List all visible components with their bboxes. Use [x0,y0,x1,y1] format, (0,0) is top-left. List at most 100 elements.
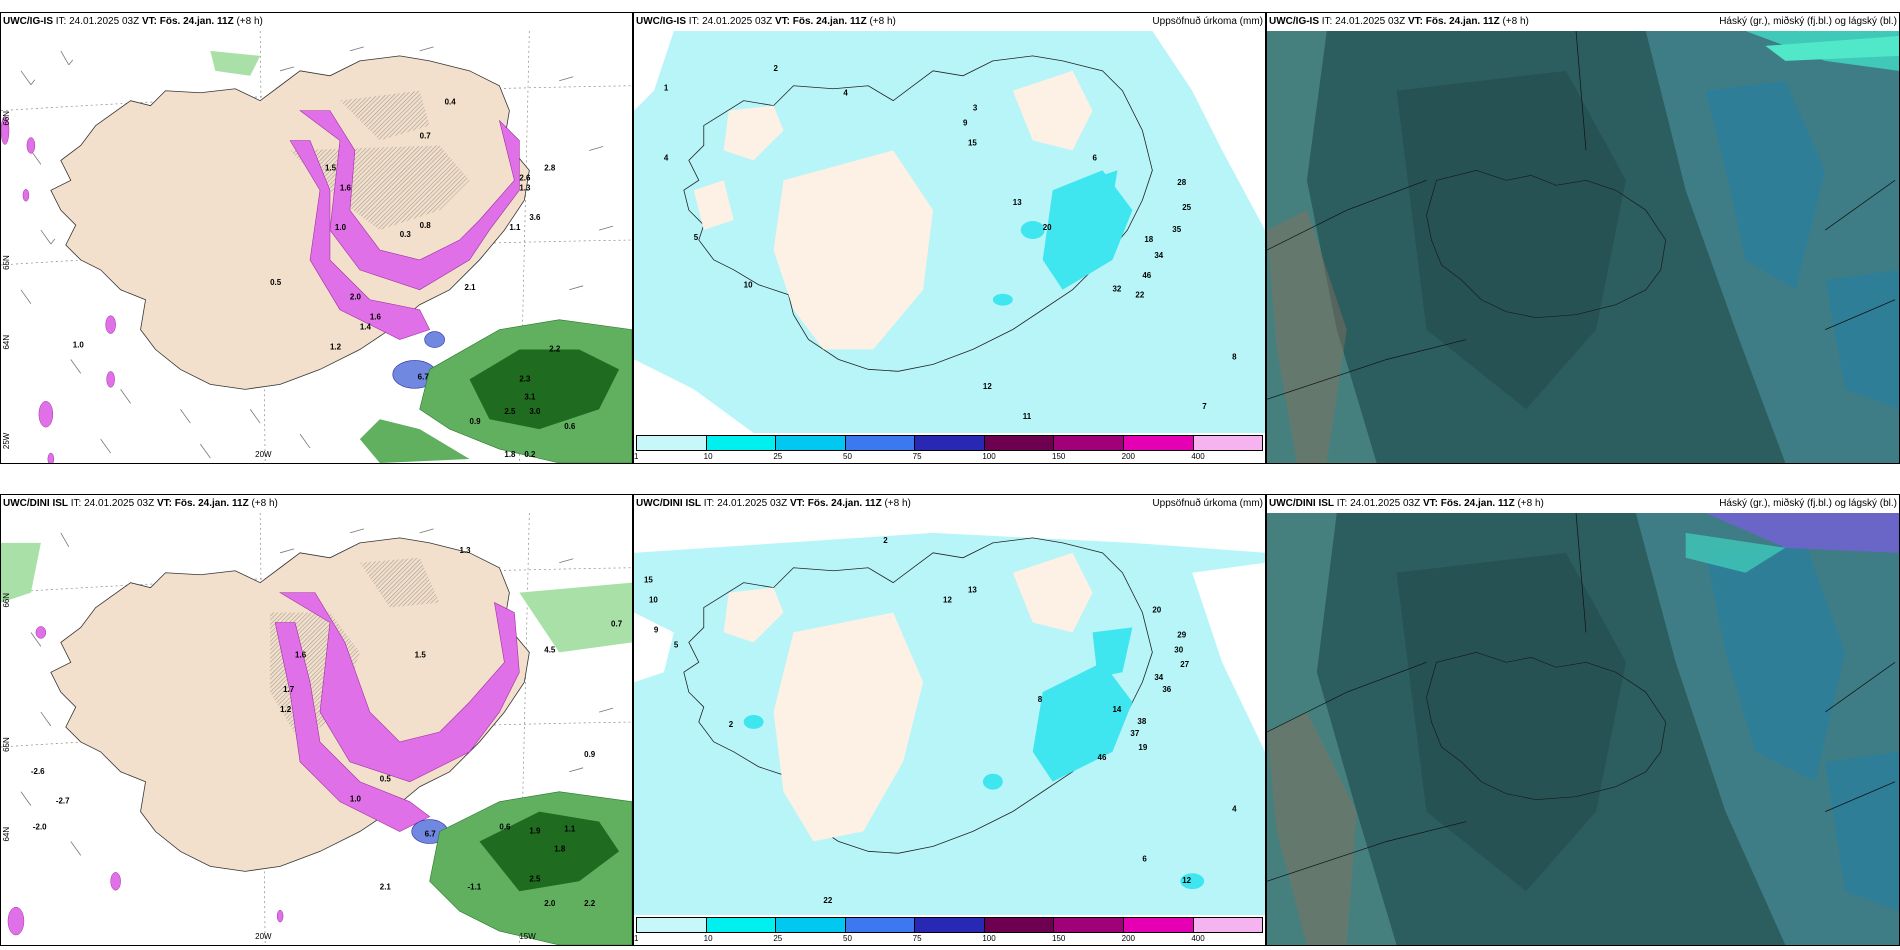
value-label: 1.0 [73,341,85,350]
map-area[interactable] [1267,513,1899,945]
color-scale-box [1054,918,1124,932]
value-label: 0.3 [400,230,412,239]
mid-cloud-west [1267,31,1377,463]
value-label: 1.1 [564,825,576,834]
value-label: 18 [1144,235,1153,244]
color-scale-label: 150 [1052,934,1066,943]
value-label: 20 [1043,223,1052,232]
lon-label: 20W [255,450,272,459]
color-scale-label: 50 [843,934,852,943]
value-label: 0.5 [380,775,392,784]
low-cloud-bands [1705,542,1846,782]
value-label: -2.0 [33,823,47,832]
panel-title: Háský (gr.), miðský (fj.bl.) og lágský (… [1719,498,1897,509]
init-time: IT: 24.01.2025 03Z [703,498,788,509]
high-cloud-north-teal [1685,532,1786,573]
init-time: IT: 24.01.2025 03Z [1336,498,1421,509]
color-scale-box [776,436,846,450]
panel-header: UWC/DINI ISL IT: 24.01.2025 03Z VT: Fös.… [1,495,632,513]
value-label: 1.3 [460,546,472,555]
value-label: 9 [963,119,968,128]
value-label: 1.5 [415,650,427,659]
value-label: 5 [674,640,679,649]
value-label: -2.6 [31,767,45,776]
color-scale-label: 25 [773,452,783,461]
value-label: 1.1 [509,223,521,232]
value-label: 6.7 [425,830,437,839]
value-label: 1.6 [295,650,307,659]
dark-central [1396,70,1626,410]
precip-band-pink [299,110,520,291]
value-label: 2.1 [465,283,477,292]
precip-band-pink-west [274,622,431,832]
value-label: 1.4 [360,323,372,332]
lat-label: 65N [2,255,11,270]
value-label: 3 [973,104,978,113]
value-label: 46 [1098,753,1107,762]
map-area[interactable]: 1 2 4 3 5 10 12 15 13 9 20 28 25 35 18 3… [634,31,1265,433]
value-label: 6 [1142,854,1147,863]
map-area[interactable] [1267,31,1899,463]
map-svg [1267,31,1899,463]
valid-time: Fös. 24.jan. 11Z [792,16,867,27]
map-area[interactable]: 15 10 9 5 2 12 13 8 20 29 30 27 34 36 38… [634,513,1265,915]
color-scale-label: 100 [982,452,996,461]
panel-header: UWC/IG-IS IT: 24.01.2025 03Z VT: Fös. 24… [1,13,632,31]
lat-label: 25W [2,432,11,449]
precip-cyan-spot [992,293,1013,306]
color-scale-box [1054,436,1124,450]
model-name: UWC/DINI ISL [1269,498,1334,509]
value-label: 1.2 [330,343,342,352]
value-label: 1.2 [280,705,292,714]
map-svg: 1 2 4 3 5 10 12 15 13 9 20 28 25 35 18 3… [634,31,1265,433]
color-scale-box [706,918,777,932]
axis-labels: 20W 25W 64N 65N 66N [2,111,272,459]
value-label: 22 [823,896,832,905]
dry-area-nw [693,180,734,231]
low-cloud-bands-south [1825,269,1899,410]
value-label: 15 [968,138,977,147]
high-cloud-north [1705,513,1899,553]
precip-cyan-north [1092,627,1133,678]
map-area[interactable]: -2.6 -2.7 -2.0 0.7 0.9 1.6 1.7 1.2 1.0 1… [1,513,632,945]
value-label: 2 [729,720,734,729]
lead-time: (+8 h) [869,16,896,27]
accumulated-precip-panel-dini: UWC/DINI ISL IT: 24.01.2025 03Z VT: Fös.… [633,494,1266,946]
pinkish-west [1267,210,1347,463]
precip-band-pink-west [289,140,431,340]
value-label: 2.5 [504,407,516,416]
precip-cyan-spot [743,714,764,729]
lon-label: 15W [519,932,536,941]
value-label: 2 [774,64,779,73]
value-label: 2.8 [544,163,556,172]
value-label: 12 [943,596,952,605]
color-scale-box [776,918,846,932]
color-scale-label: 75 [912,452,922,461]
precip-max-blue-small [424,331,445,348]
cloud-cover-panel-ig-is: UWC/IG-IS IT: 24.01.2025 03Z VT: Fös. 24… [1266,12,1900,464]
map-area[interactable]: 0.7 1.5 1.6 1.3 1.0 1.4 1.2 0.9 2.0 1.6 … [1,31,632,463]
precip-free-east [1192,562,1265,752]
value-label: 6 [1093,153,1098,162]
value-label: 37 [1130,729,1139,738]
color-scale-box [1123,918,1194,932]
panel-title: Uppsöfnuð úrkoma (mm) [1152,498,1263,509]
value-label: 2.5 [529,874,541,883]
lat-label: 64N [2,335,11,350]
value-label: 8 [1232,352,1237,361]
value-label: 0.6 [499,823,511,832]
value-label: 25 [1182,203,1191,212]
precip-green-north [210,50,261,76]
color-scale-boxes [636,917,1263,933]
valid-time-label: VT: [789,498,805,509]
value-label: 1.8 [504,450,516,459]
init-time: IT: 24.01.2025 03Z [1321,16,1406,27]
value-label: 0.2 [524,450,536,459]
color-scale-label: 25 [773,934,783,943]
lead-time: (+8 h) [884,498,911,509]
dark-central [1396,552,1626,892]
value-label: 7 [1202,402,1207,411]
color-scale-box [1193,918,1263,932]
dry-area-central [773,612,924,842]
precip-spots-west [7,626,284,936]
